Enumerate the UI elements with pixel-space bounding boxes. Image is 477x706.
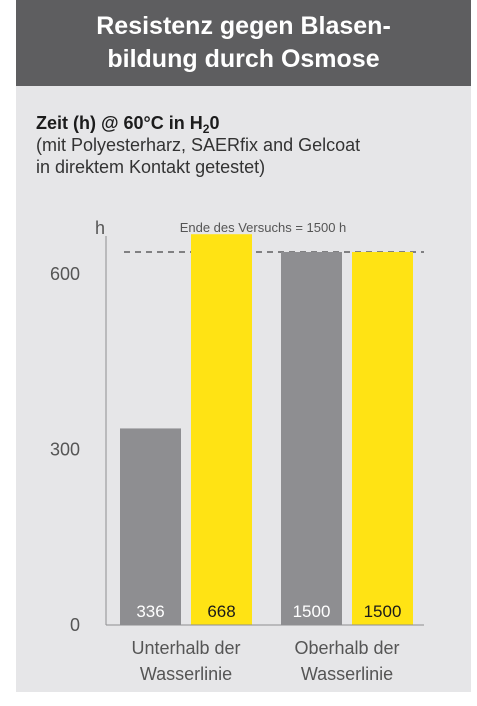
- chart-subtitle: Zeit (h) @ 60°C in H20 (mit Polyesterhar…: [36, 112, 466, 178]
- bar-value-label: 1500: [364, 602, 402, 621]
- condition-suffix: 0: [209, 113, 220, 133]
- x-category-label: Wasserlinie: [301, 664, 393, 684]
- chart-header: Resistenz gegen Blasen- bildung durch Os…: [16, 0, 471, 86]
- test-note-line-2: in direktem Kontakt getestet): [36, 157, 266, 177]
- bar: [281, 252, 342, 625]
- x-category-label: Oberhalb der: [294, 638, 399, 658]
- chart-title-line-2: bildung durch Osmose: [107, 45, 380, 73]
- x-category-label: Unterhalb der: [131, 638, 240, 658]
- reference-line-label: Ende des Versuchs = 1500 h: [180, 220, 347, 235]
- condition-subscript: 2: [202, 122, 210, 136]
- y-tick-label: 600: [50, 264, 80, 284]
- condition-text: Zeit (h) @ 60°C in H: [36, 113, 203, 133]
- bar: [191, 234, 252, 625]
- bar-value-label: 1500: [293, 602, 331, 621]
- bar-value-label: 336: [136, 602, 164, 621]
- bar: [120, 428, 181, 625]
- bar: [352, 252, 413, 625]
- bar-value-label: 668: [207, 602, 235, 621]
- y-tick-label: 0: [70, 615, 80, 635]
- y-tick-label: 300: [50, 440, 80, 460]
- test-note-line-1: (mit Polyesterharz, SAERfix and Gelcoat: [36, 135, 361, 155]
- chart-title-line-1: Resistenz gegen Blasen-: [96, 12, 391, 40]
- x-category-label: Wasserlinie: [140, 664, 232, 684]
- measurement-condition: Zeit (h) @ 60°C in H20: [36, 112, 466, 136]
- y-axis-label: h: [95, 218, 105, 238]
